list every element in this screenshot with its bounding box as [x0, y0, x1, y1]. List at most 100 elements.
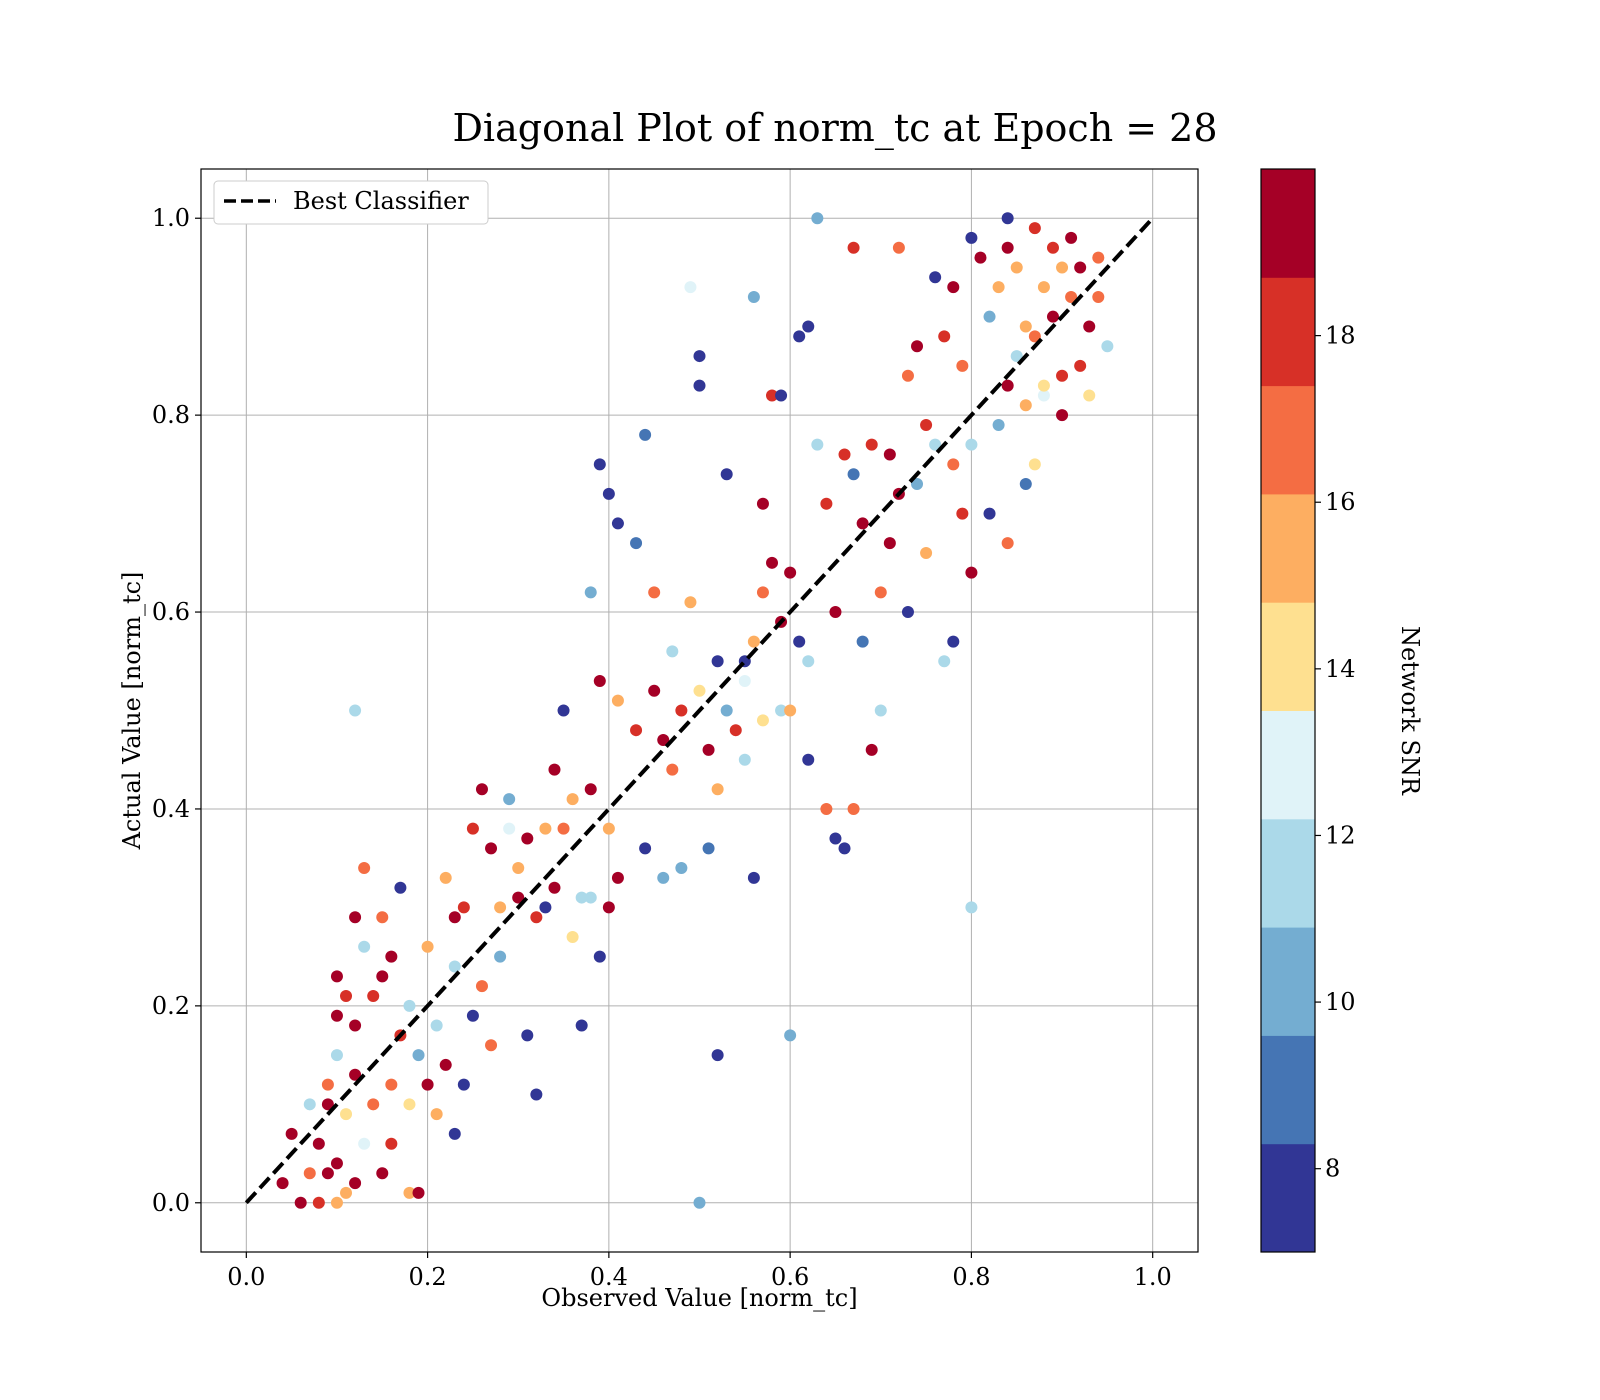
data-point-25	[340, 990, 353, 1003]
data-point-54	[475, 783, 488, 796]
data-point-82	[602, 822, 615, 835]
data-point-95	[648, 684, 661, 697]
data-point-117	[747, 290, 760, 303]
x-tick-label-2: 0.4	[590, 1263, 628, 1291]
data-point-151	[865, 438, 878, 451]
y-tick-label-5: 1.0	[152, 204, 190, 232]
data-point-86	[584, 586, 597, 599]
data-point-66	[530, 911, 543, 924]
data-point-125	[775, 389, 788, 402]
data-point-98	[666, 645, 679, 658]
y-tick-label-0: 0.0	[152, 1189, 190, 1217]
data-point-200	[1065, 231, 1078, 244]
data-point-186	[1010, 261, 1023, 274]
data-point-103	[684, 281, 697, 294]
data-point-31	[376, 911, 389, 924]
data-point-112	[720, 468, 733, 481]
data-point-176	[965, 566, 978, 579]
data-point-17	[367, 1098, 380, 1111]
data-point-73	[557, 704, 570, 717]
data-point-45	[448, 1127, 461, 1140]
data-point-3	[303, 1167, 316, 1180]
data-point-83	[602, 901, 615, 914]
data-point-9	[340, 1186, 353, 1199]
data-point-8	[330, 1196, 343, 1209]
data-point-24	[330, 970, 343, 983]
data-point-195	[1046, 241, 1059, 254]
data-point-188	[1019, 399, 1032, 412]
data-point-172	[956, 359, 969, 372]
data-point-153	[874, 586, 887, 599]
data-point-87	[593, 458, 606, 471]
data-point-133	[811, 212, 824, 225]
y-tick-label-2: 0.4	[152, 795, 190, 823]
data-point-7	[330, 1157, 343, 1170]
colorbar-segment-2	[1261, 927, 1315, 1036]
data-point-79	[584, 891, 597, 904]
best-classifier-line	[244, 216, 1155, 1205]
data-point-147	[756, 714, 769, 727]
data-point-165	[929, 271, 942, 284]
data-point-63	[512, 891, 525, 904]
data-point-55	[475, 980, 488, 993]
data-point-148	[784, 704, 797, 717]
colorbar-segment-4	[1261, 710, 1315, 820]
legend-box	[213, 180, 489, 225]
x-tick-label-3: 0.6	[771, 1263, 809, 1291]
data-point-109	[711, 655, 724, 668]
data-point-158	[892, 241, 905, 254]
colorbar-frame	[1260, 168, 1316, 1253]
data-point-137	[829, 832, 842, 845]
data-point-131	[802, 320, 815, 333]
data-point-38	[412, 1049, 425, 1062]
data-point-6	[321, 1167, 334, 1180]
data-point-47	[349, 704, 362, 717]
data-point-59	[494, 950, 507, 963]
data-point-132	[811, 438, 824, 451]
data-point-16	[358, 1137, 371, 1150]
data-point-126	[784, 566, 797, 579]
data-point-50	[457, 901, 470, 914]
data-point-184	[1001, 379, 1014, 392]
data-point-52	[466, 1009, 479, 1022]
data-point-196	[1046, 310, 1059, 323]
x-tick-label-1: 0.2	[409, 1263, 447, 1291]
data-point-136	[829, 606, 842, 619]
data-point-42	[430, 1108, 443, 1121]
x-axis-ticks: 0.0 0.2 0.4 0.6 0.8 1.0	[227, 1252, 1172, 1291]
data-point-53	[466, 822, 479, 835]
data-point-36	[403, 999, 416, 1012]
data-point-204	[1083, 320, 1096, 333]
data-point-21	[412, 1186, 425, 1199]
data-point-33	[385, 1078, 398, 1091]
data-point-46	[358, 862, 371, 875]
data-point-168	[938, 655, 951, 668]
data-point-187	[1010, 350, 1023, 363]
data-point-77	[575, 1019, 588, 1032]
data-point-13	[330, 1049, 343, 1062]
data-point-134	[820, 497, 833, 510]
data-point-20	[403, 1186, 416, 1199]
x-tick-label-4: 0.8	[952, 1263, 990, 1291]
data-point-60	[503, 793, 516, 806]
data-point-173	[956, 507, 969, 520]
colorbar-segment-3	[1261, 818, 1315, 928]
data-point-208	[1101, 340, 1114, 353]
data-point-207	[1092, 290, 1105, 303]
data-point-101	[675, 862, 688, 875]
data-point-143	[856, 635, 869, 648]
chart-title: Diagonal Plot of norm_tc at Epoch = 28	[452, 106, 1217, 151]
data-point-183	[1001, 241, 1014, 254]
colorbar-segment-5	[1261, 602, 1315, 711]
reference-line-layer	[244, 216, 1155, 1205]
data-point-48	[439, 871, 452, 884]
colorbar-segment-1	[1261, 1035, 1315, 1145]
data-point-150	[856, 517, 869, 530]
data-point-70	[548, 763, 561, 776]
data-point-96	[657, 734, 670, 747]
data-point-190	[1028, 222, 1041, 235]
data-point-129	[793, 330, 806, 343]
data-point-119	[756, 497, 769, 510]
y-tick-label-3: 0.6	[152, 598, 190, 626]
data-point-58	[494, 901, 507, 914]
